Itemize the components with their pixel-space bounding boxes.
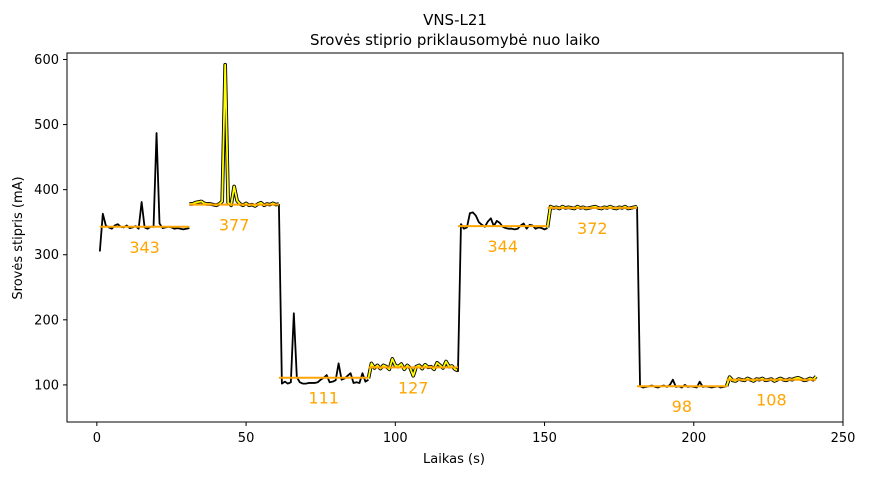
data-layer (98, 62, 818, 389)
series-8-outline (724, 375, 818, 387)
x-axis-label: Laikas (s) (423, 452, 485, 467)
y-axis-label: Srovės stipris (mA) (11, 176, 26, 299)
x-tick-label: 150 (532, 431, 557, 446)
mean-label-6: 372 (577, 219, 608, 238)
series-7-line (636, 206, 727, 389)
y-tick-label: 300 (34, 248, 59, 263)
x-tick-label: 250 (831, 431, 856, 446)
mean-label-3: 111 (308, 389, 339, 408)
y-tick-label: 500 (34, 118, 59, 133)
y-tick-label: 100 (34, 378, 59, 393)
y-axis: 100 200 300 400 500 600 (34, 53, 67, 393)
series-2-outline (189, 62, 280, 208)
mean-label-1: 343 (129, 238, 160, 257)
y-tick-label: 600 (34, 53, 59, 68)
mean-label-4: 127 (398, 378, 429, 397)
mean-label-7: 98 (672, 397, 692, 416)
x-tick-label: 0 (93, 431, 101, 446)
mean-label-2: 377 (219, 216, 250, 235)
mean-label-5: 344 (487, 237, 518, 256)
x-tick-label: 50 (238, 431, 255, 446)
x-axis: 0 50 100 150 200 250 (93, 422, 856, 446)
plot-frame (66, 52, 844, 423)
chart-subtitle: Srovės stiprio priklausomybė nuo laiko (310, 31, 600, 49)
plot-area: 343 377 111 127 344 372 98 108 (66, 52, 844, 423)
chart-title: VNS-L21 (423, 11, 487, 29)
y-tick-label: 400 (34, 183, 59, 198)
x-tick-label: 200 (681, 431, 706, 446)
y-tick-label: 200 (34, 313, 59, 328)
mean-label-8: 108 (756, 391, 787, 410)
series-1-line (98, 132, 190, 252)
series-3-line (278, 203, 369, 385)
x-tick-label: 100 (383, 431, 408, 446)
